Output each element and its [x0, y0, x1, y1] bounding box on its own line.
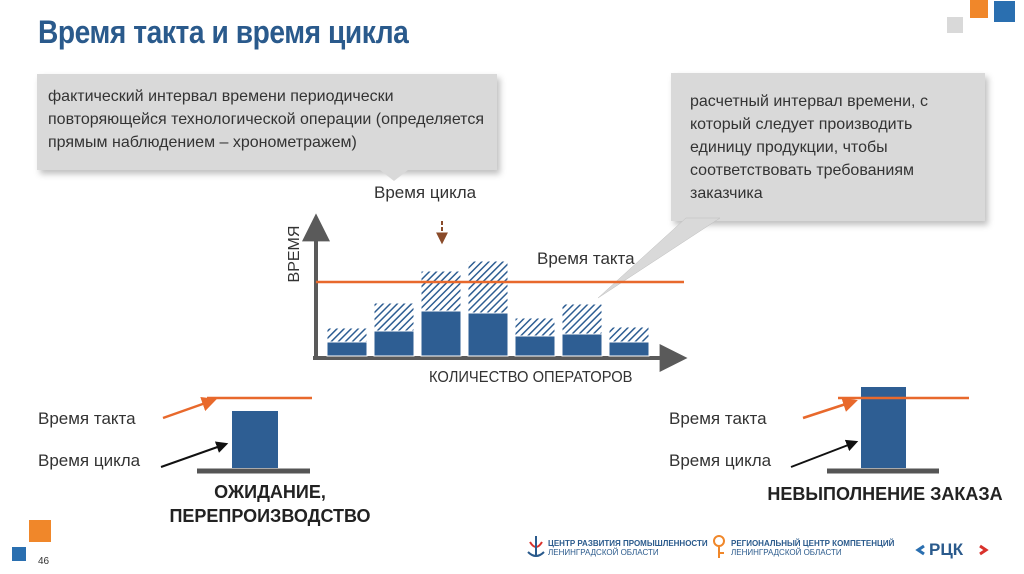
bar-2-solid	[373, 330, 415, 357]
left-example-cycle-arrow	[160, 441, 229, 468]
logo2-line1: РЕГИОНАЛЬНЫЙ ЦЕНТР КОМПЕТЕНЦИЙ	[731, 539, 895, 548]
page-number: 46	[38, 556, 50, 567]
bar-4-solid	[467, 312, 509, 357]
bar-3-solid	[420, 310, 462, 357]
left-callout-pointer	[380, 170, 408, 181]
left-example-takt-arrow	[162, 396, 217, 420]
cycle-definition-text: фактический интервал времени периодическ…	[48, 88, 484, 151]
right-cycle-label: Время цикла	[669, 451, 772, 470]
right-takt-label: Время такта	[669, 409, 767, 428]
logo2-line2: ЛЕНИНГРАДСКОЙ ОБЛАСТИ	[731, 548, 842, 557]
industry-center-logo-icon	[527, 536, 545, 557]
bar-1-hatched	[326, 327, 368, 343]
competence-center-logo-text: РЕГИОНАЛЬНЫЙ ЦЕНТР КОМПЕТЕНЦИЙ ЛЕНИНГРАД…	[731, 539, 894, 557]
bar-6-solid	[561, 333, 603, 357]
page-title: Время такта и время цикла	[38, 14, 409, 50]
left-takt-label: Время такта	[38, 409, 136, 428]
takt-time-label: Время такта	[537, 249, 635, 268]
logo1-line1: ЦЕНТР РАЗВИТИЯ ПРОМЫШЛЕННОСТИ	[548, 539, 708, 548]
cycle-definition-callout: фактический интервал времени периодическ…	[37, 74, 497, 170]
takt-definition-callout: расчетный интервал времени, с который сл…	[671, 73, 985, 221]
competence-center-logo-icon	[713, 535, 725, 558]
bar-2-hatched	[373, 302, 415, 332]
decor-square-orange-top	[970, 0, 988, 18]
decor-square-gray-top	[947, 17, 963, 33]
cycle-time-label: Время цикла	[374, 183, 477, 202]
bars-group	[326, 260, 650, 357]
decor-square-blue-bottom	[12, 547, 26, 561]
bar-7-solid	[608, 341, 650, 357]
decor-square-orange-bottom	[29, 520, 51, 542]
bar-4-hatched	[467, 260, 509, 314]
right-example-bar	[861, 387, 906, 468]
right-result-label: НЕВЫПОЛНЕНИЕ ЗАКАЗА	[767, 484, 1003, 504]
right-callout-pointer	[597, 217, 721, 299]
rck-logo-text: РЦК	[929, 540, 964, 559]
bar-5-solid	[514, 335, 556, 357]
rck-logo-icon	[915, 544, 989, 556]
decor-square-blue-top	[994, 1, 1015, 22]
bar-3-hatched	[420, 270, 462, 312]
takt-definition-text: расчетный интервал времени, с который сл…	[690, 93, 928, 202]
logo1-line2: ЛЕНИНГРАДСКОЙ ОБЛАСТИ	[548, 548, 659, 557]
left-example-bar	[232, 411, 278, 468]
right-example-takt-arrow	[802, 397, 858, 420]
left-result-label: ОЖИДАНИЕ, ПЕРЕПРОИЗВОДСТВО	[169, 482, 371, 526]
left-cycle-label: Время цикла	[38, 451, 141, 470]
bar-7-hatched	[608, 326, 650, 343]
x-axis-label: КОЛИЧЕСТВО ОПЕРАТОРОВ	[429, 369, 633, 386]
right-example-cycle-arrow	[790, 439, 859, 468]
bar-6-hatched	[561, 303, 603, 335]
y-axis-label: ВРЕМЯ	[286, 225, 303, 283]
bar-1-solid	[326, 341, 368, 357]
bar-5-hatched	[514, 317, 556, 337]
industry-center-logo-text: ЦЕНТР РАЗВИТИЯ ПРОМЫШЛЕННОСТИ ЛЕНИНГРАДС…	[548, 539, 708, 557]
